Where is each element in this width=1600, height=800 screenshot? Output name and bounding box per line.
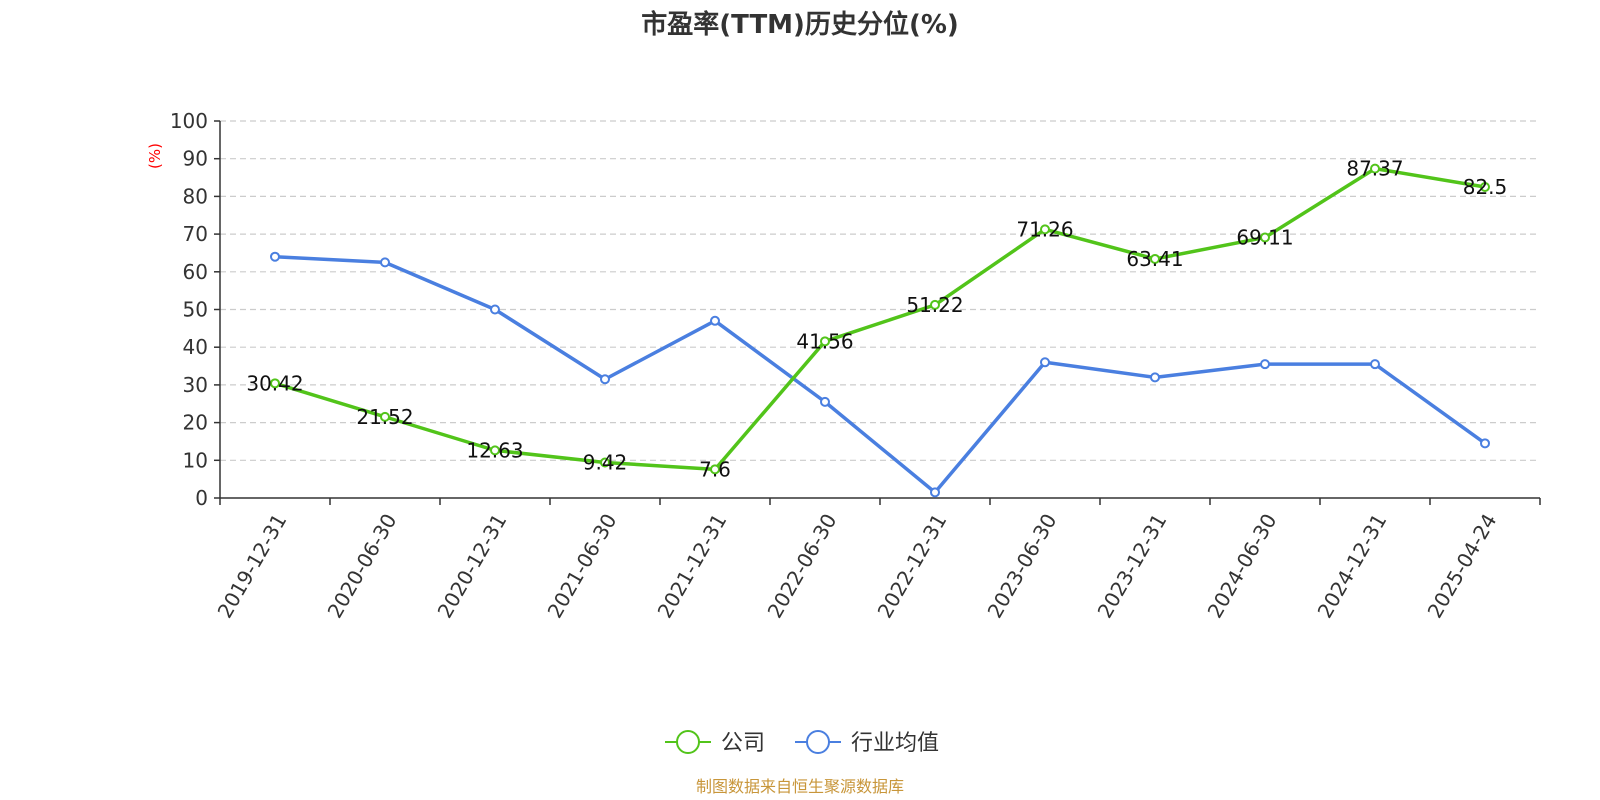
- data-point[interactable]: [710, 315, 720, 326]
- data-point[interactable]: [1150, 372, 1160, 383]
- data-label: 41.56: [796, 329, 853, 353]
- legend-marker-icon: [676, 730, 700, 754]
- y-tick-label: 100: [170, 109, 208, 133]
- data-point[interactable]: [380, 257, 390, 268]
- legend-item-0[interactable]: 公司: [665, 730, 765, 756]
- data-point[interactable]: [600, 374, 610, 385]
- y-axis-label: (%): [146, 143, 164, 169]
- data-point[interactable]: [710, 464, 720, 475]
- data-label: 9.42: [583, 450, 628, 474]
- x-tick-label: 2023-12-31: [1093, 510, 1172, 623]
- y-tick-label: 60: [183, 260, 208, 284]
- data-point[interactable]: [1260, 359, 1270, 370]
- data-point[interactable]: [820, 336, 830, 347]
- series: [270, 163, 1490, 498]
- series-line-0: [274, 166, 1486, 472]
- data-point[interactable]: [270, 378, 280, 389]
- x-tick-label: 2023-06-30: [983, 510, 1062, 623]
- y-tick-label: 50: [183, 298, 208, 322]
- x-tick-label: 2024-06-30: [1203, 510, 1282, 623]
- legend[interactable]: 公司 行业均值: [665, 730, 939, 756]
- data-label: 69.11: [1236, 225, 1293, 249]
- data-point[interactable]: [930, 487, 940, 498]
- data-labels: 30.42 21.52 12.63 9.42 7.6 41.56 51.22 71.26 63.…: [246, 157, 1507, 482]
- x-tick-label: 2022-06-30: [763, 510, 842, 623]
- y-tick-label: 30: [183, 373, 208, 397]
- y-tick-label: 0: [195, 486, 208, 510]
- y-tick-label: 80: [183, 184, 208, 208]
- data-point[interactable]: [1040, 224, 1050, 235]
- data-point[interactable]: [820, 396, 830, 407]
- data-label: 71.26: [1016, 217, 1073, 241]
- data-point[interactable]: [1480, 181, 1490, 192]
- x-tick-label: 2020-06-30: [323, 510, 402, 623]
- y-tick-label: 20: [183, 411, 208, 435]
- legend-marker-icon: [806, 730, 830, 754]
- data-point[interactable]: [1480, 438, 1490, 449]
- legend-label: 行业均值: [851, 731, 939, 756]
- x-tick-label: 2025-04-24: [1423, 510, 1502, 623]
- y-tick-label: 10: [183, 448, 208, 472]
- series-line-1: [274, 254, 1487, 495]
- data-label: 63.41: [1126, 247, 1183, 271]
- grid-lines: [220, 120, 1540, 461]
- x-tick-label: 2021-06-30: [543, 510, 622, 623]
- data-label: 51.22: [906, 293, 963, 317]
- legend-label: 公司: [721, 731, 765, 756]
- x-tick-label: 2019-12-31: [213, 510, 292, 623]
- chart-title: 市盈率(TTM)历史分位(%): [641, 9, 959, 40]
- x-tick-label: 2020-12-31: [433, 510, 512, 623]
- data-label: 87.37: [1346, 157, 1403, 181]
- legend-item-1[interactable]: 行业均值: [795, 730, 939, 756]
- data-point[interactable]: [1150, 253, 1160, 264]
- data-point[interactable]: [1370, 163, 1380, 174]
- data-label: 30.42: [246, 371, 303, 395]
- data-label: 21.52: [356, 405, 413, 429]
- data-point[interactable]: [930, 299, 940, 310]
- data-point[interactable]: [490, 304, 500, 315]
- y-tick-label: 40: [183, 335, 208, 359]
- data-point[interactable]: [270, 251, 280, 262]
- source-note: 制图数据来自恒生聚源数据库: [696, 777, 904, 796]
- data-label: 7.6: [699, 457, 731, 481]
- y-tick-label: 90: [183, 147, 208, 171]
- x-tick-label: 2022-12-31: [873, 510, 952, 623]
- data-point[interactable]: [1370, 359, 1380, 370]
- data-label: 82.5: [1463, 175, 1508, 199]
- data-point[interactable]: [600, 457, 610, 468]
- y-tick-label: 70: [183, 222, 208, 246]
- x-tick-label: 2021-12-31: [653, 510, 732, 623]
- data-point[interactable]: [1040, 357, 1050, 368]
- data-point[interactable]: [490, 445, 500, 456]
- x-tick-label: 2024-12-31: [1313, 510, 1392, 623]
- data-point[interactable]: [380, 411, 390, 422]
- data-label: 12.63: [466, 438, 523, 462]
- data-point[interactable]: [1260, 232, 1270, 243]
